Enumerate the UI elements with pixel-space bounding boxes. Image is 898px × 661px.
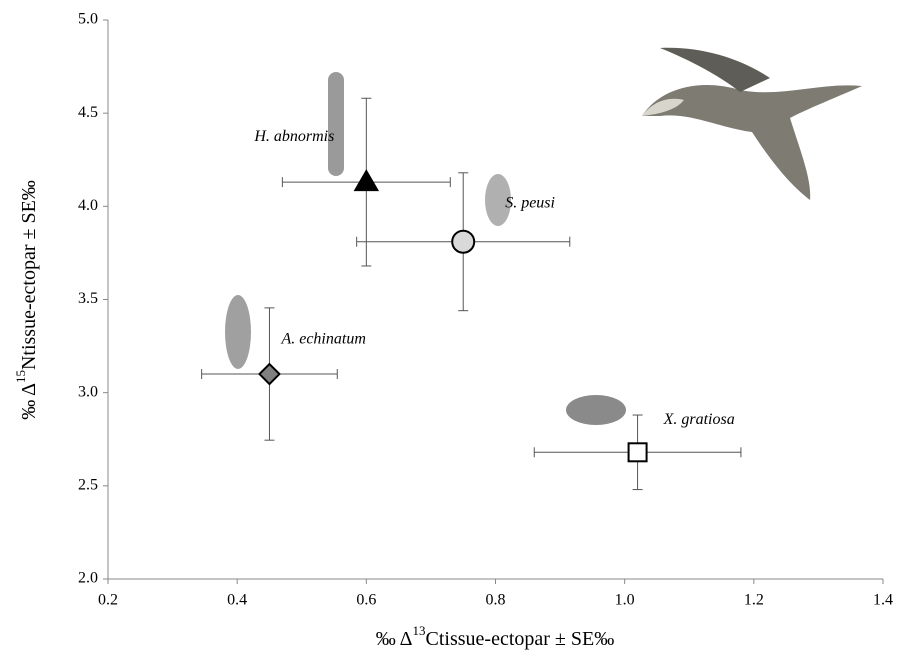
x-title-prefix: ‰ Δ — [376, 628, 413, 650]
x-tick-label: 1.4 — [873, 592, 893, 609]
y-tick-label: 2.5 — [78, 477, 98, 494]
bird-illustration — [642, 48, 862, 200]
y-tick-label: 2.0 — [78, 570, 98, 587]
y-title-prefix: ‰ Δ — [18, 383, 40, 420]
x-axis-title: ‰ Δ13Ctissue-ectopar ± SE‰ — [376, 623, 615, 650]
x-title-suffix: Ctissue-ectopar ± SE‰ — [426, 628, 615, 650]
y-title-suffix: Ntissue-ectopar ± SE‰ — [18, 180, 40, 370]
species-label: H. abnormis — [253, 128, 334, 145]
y-tick-label: 4.5 — [78, 104, 98, 121]
x-tick-label: 0.6 — [356, 592, 376, 609]
y-tick-label: 3.0 — [78, 383, 98, 400]
species-label: X. gratiosa — [663, 411, 735, 428]
x-tick-label: 0.4 — [227, 592, 247, 609]
y-tick-label: 4.0 — [78, 197, 98, 214]
point — [452, 231, 474, 253]
y-tick-label: 5.0 — [78, 11, 98, 28]
y-tick-label: 3.5 — [78, 290, 98, 307]
x-tick-label: 1.0 — [615, 592, 635, 609]
species-label: A. echinatum — [280, 331, 365, 348]
species-label: S. peusi — [505, 194, 555, 211]
x-title-sup: 13 — [413, 623, 426, 638]
chart: ‰ Δ13Ctissue-ectopar ± SE‰ ‰ Δ15Ntissue-… — [0, 0, 898, 661]
point — [629, 443, 647, 461]
y-title-sup: 15 — [13, 370, 28, 383]
x-tick-label: 0.8 — [486, 592, 506, 609]
x-tick-label: 0.2 — [98, 592, 118, 609]
page: {"chart_data": {"type": "scatter", "x_la… — [0, 0, 898, 661]
y-axis-title: ‰ Δ15Ntissue-ectopar ± SE‰ — [13, 180, 40, 420]
louse-illustration — [225, 72, 626, 425]
point — [259, 364, 279, 384]
point — [355, 171, 377, 190]
x-tick-label: 1.2 — [744, 592, 764, 609]
